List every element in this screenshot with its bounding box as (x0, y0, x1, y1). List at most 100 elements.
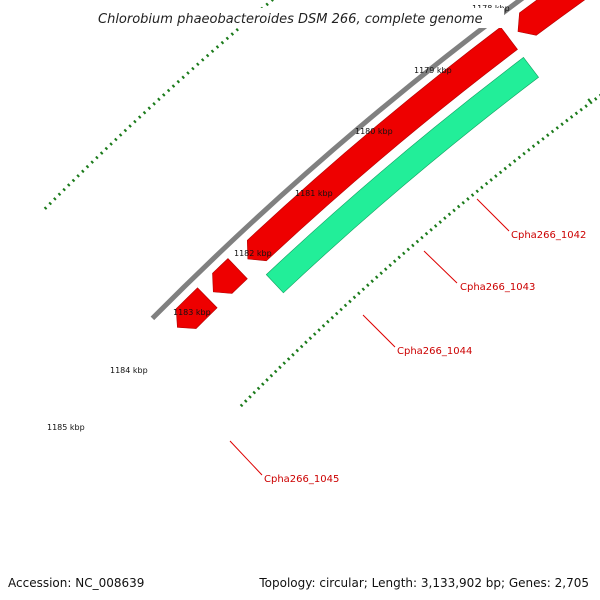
tick-marks (43, 0, 600, 408)
cds-arrow (517, 0, 586, 36)
minor-tick (205, 53, 210, 58)
inner-minor-tick (456, 204, 461, 209)
inner-minor-tick (531, 144, 536, 149)
tick-label-1182: 1182 kbp (234, 249, 272, 258)
genome-summary-text: Topology: circular; Length: 3,133,902 bp… (258, 576, 589, 590)
gene-label-cpha266-1045[interactable]: Cpha266_1045 (264, 474, 339, 485)
inner-minor-tick (560, 122, 564, 126)
minor-tick (71, 178, 76, 183)
inner-minor-tick (265, 378, 269, 382)
tick-label-1180: 1180 kbp (355, 127, 393, 136)
inner-minor-tick (295, 348, 300, 353)
inner-minor-tick (286, 357, 291, 361)
inner-minor-tick (397, 255, 401, 260)
inner-major-tick (587, 98, 593, 105)
inner-minor-tick (282, 361, 287, 365)
inner-minor-tick (433, 224, 438, 228)
minor-tick (220, 40, 225, 45)
inner-minor-tick (248, 395, 252, 399)
inner-minor-tick (374, 275, 379, 279)
minor-tick (66, 183, 71, 187)
inner-minor-tick (411, 243, 415, 248)
gene-label-cpha266-1042[interactable]: Cpha266_1042 (511, 230, 586, 241)
label-leaders (229, 198, 510, 476)
inner-minor-tick (489, 178, 493, 182)
minor-tick (99, 151, 104, 155)
tick-label-1183: 1183 kbp (173, 308, 211, 317)
backbone-track (150, 0, 525, 321)
minor-tick (230, 32, 235, 36)
inner-minor-tick (291, 353, 295, 357)
inner-minor-tick (334, 311, 339, 316)
inner-minor-tick (536, 140, 540, 145)
inner-minor-tick (512, 159, 517, 163)
inner-minor-tick (484, 181, 489, 186)
tick-label-1185: 1185 kbp (47, 423, 85, 432)
minor-tick (62, 187, 66, 192)
minor-tick (48, 201, 53, 206)
inner-minor-tick (383, 267, 388, 271)
minor-tick (200, 58, 205, 62)
inner-minor-tick (261, 382, 265, 386)
cds-arrow (175, 287, 218, 329)
inner-minor-tick (546, 133, 550, 138)
minor-tick (53, 197, 57, 201)
inner-minor-tick (593, 97, 598, 101)
inner-minor-tick (239, 403, 244, 408)
inner-minor-tick (352, 295, 357, 300)
minor-tick (104, 146, 109, 151)
minor-tick (235, 28, 239, 32)
minor-tick (176, 79, 181, 84)
inner-minor-tick (308, 336, 313, 340)
accession-text: Accession: NC_008639 (8, 576, 144, 590)
inner-minor-tick (343, 303, 348, 308)
minor-tick (225, 36, 230, 41)
gene-label-cpha266-1044[interactable]: Cpha266_1044 (397, 346, 472, 357)
minor-tick (137, 115, 142, 119)
inner-minor-tick (470, 193, 475, 197)
inner-minor-tick (522, 151, 526, 156)
minor-tick (57, 192, 62, 197)
minor-tick (114, 137, 118, 142)
inner-minor-tick (252, 390, 257, 395)
gene-label-cpha266-1043[interactable]: Cpha266_1043 (460, 282, 535, 293)
inner-minor-tick (541, 137, 545, 141)
inner-minor-tick (569, 115, 574, 119)
inner-minor-tick (370, 279, 374, 283)
inner-minor-tick (517, 155, 522, 160)
minor-tick (109, 142, 113, 146)
inner-minor-tick (527, 148, 531, 152)
minor-tick (191, 66, 195, 71)
title-backdrop (96, 8, 504, 28)
minor-tick (265, 2, 269, 7)
inner-minor-tick (330, 315, 335, 320)
tick-label-1181: 1181 kbp (295, 189, 333, 198)
tick-label-1184: 1184 kbp (110, 366, 148, 375)
backbone-arc (150, 0, 525, 321)
inner-minor-tick (429, 228, 433, 232)
inner-minor-tick (480, 185, 484, 190)
inner-minor-tick (256, 386, 261, 391)
inner-minor-tick (339, 307, 343, 312)
inner-minor-tick (574, 111, 579, 116)
minor-tick (81, 169, 85, 174)
minor-tick (118, 133, 123, 137)
minor-tick (196, 62, 200, 67)
inner-minor-tick (361, 287, 366, 292)
inner-minor-tick (466, 197, 470, 201)
inner-minor-tick (475, 189, 479, 194)
minor-tick (186, 71, 190, 75)
inner-minor-tick (317, 328, 321, 332)
inner-minor-tick (366, 283, 370, 287)
gene-label-leader (362, 314, 396, 348)
inner-minor-tick (326, 319, 330, 324)
minor-tick (128, 124, 132, 128)
inner-minor-tick (348, 299, 352, 304)
gene-label-leader (476, 198, 510, 232)
inner-minor-tick (443, 216, 447, 220)
gene-label-leader (423, 250, 458, 284)
inner-minor-tick (406, 247, 411, 252)
inner-minor-tick (388, 263, 392, 268)
